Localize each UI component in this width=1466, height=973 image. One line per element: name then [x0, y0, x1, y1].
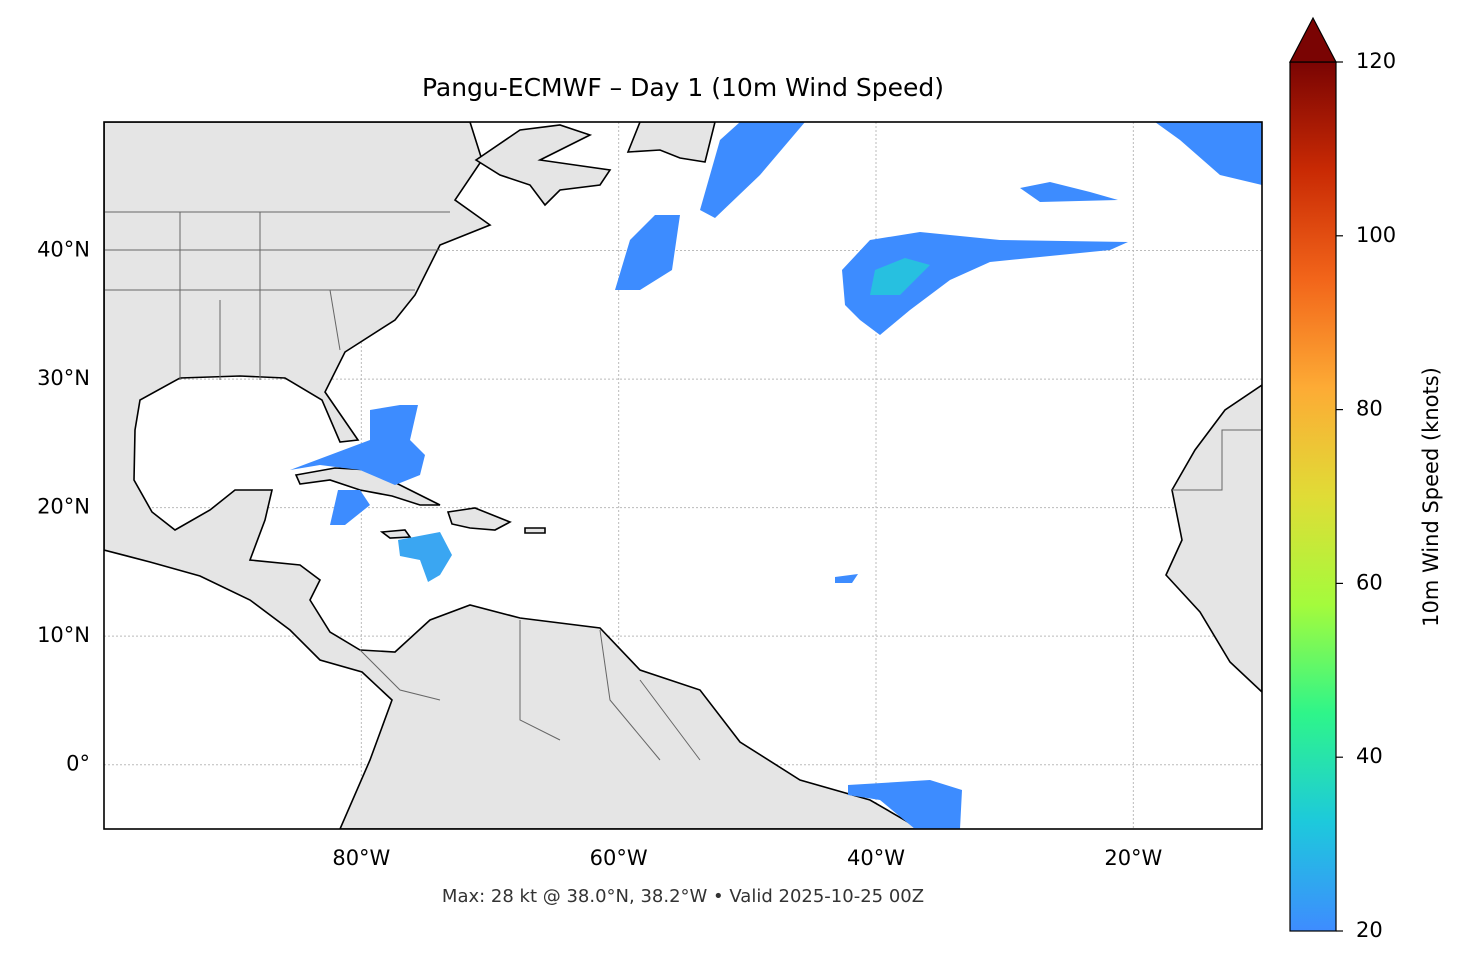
colorbar-tick-label: 60 — [1356, 570, 1383, 594]
map-area — [104, 122, 1262, 829]
y-tick-label: 30°N — [37, 366, 90, 390]
africa-land — [1165, 384, 1262, 694]
hispaniola-land — [446, 507, 512, 531]
y-tick-label: 10°N — [37, 623, 90, 647]
puerto-rico-land — [524, 527, 546, 534]
wind-core — [870, 258, 930, 295]
colorbar: 20 40 60 80 100 120 — [1289, 16, 1396, 942]
map-title: Pangu-ECMWF – Day 1 (10m Wind Speed) — [422, 73, 944, 102]
wind-patch — [398, 532, 452, 582]
colorbar-tick-label: 120 — [1356, 49, 1396, 73]
colorbar-tick-label: 40 — [1356, 744, 1383, 768]
colorbar-tick-label: 80 — [1356, 397, 1383, 421]
maritimes-land — [474, 124, 612, 207]
colorbar-label: 10m Wind Speed (knots) — [1419, 367, 1443, 627]
newfoundland-land — [626, 122, 716, 163]
y-tick-label: 40°N — [37, 238, 90, 262]
wind-field — [290, 122, 1262, 829]
jamaica-land — [379, 529, 412, 539]
state-borders — [104, 211, 1262, 761]
americas-land — [104, 122, 922, 829]
footer-note: Max: 28 kt @ 38.0°N, 38.2°W • Valid 2025… — [442, 886, 924, 907]
axes: 80°W 60°W 40°W 20°W 0° 10°N 20°N 30°N 40°N — [37, 238, 1162, 870]
colorbar-tick-label: 100 — [1356, 223, 1396, 247]
colorbar-extension — [1289, 16, 1337, 63]
x-tick-label: 40°W — [847, 846, 905, 870]
x-tick-label: 60°W — [590, 846, 648, 870]
x-tick-label: 20°W — [1104, 846, 1162, 870]
colorbar-scale — [1289, 61, 1337, 932]
y-tick-label: 0° — [66, 752, 90, 776]
plot-frame — [103, 121, 1263, 830]
colorbar-tick-label: 20 — [1356, 918, 1383, 942]
y-tick-label: 20°N — [37, 495, 90, 519]
x-tick-label: 80°W — [332, 846, 390, 870]
